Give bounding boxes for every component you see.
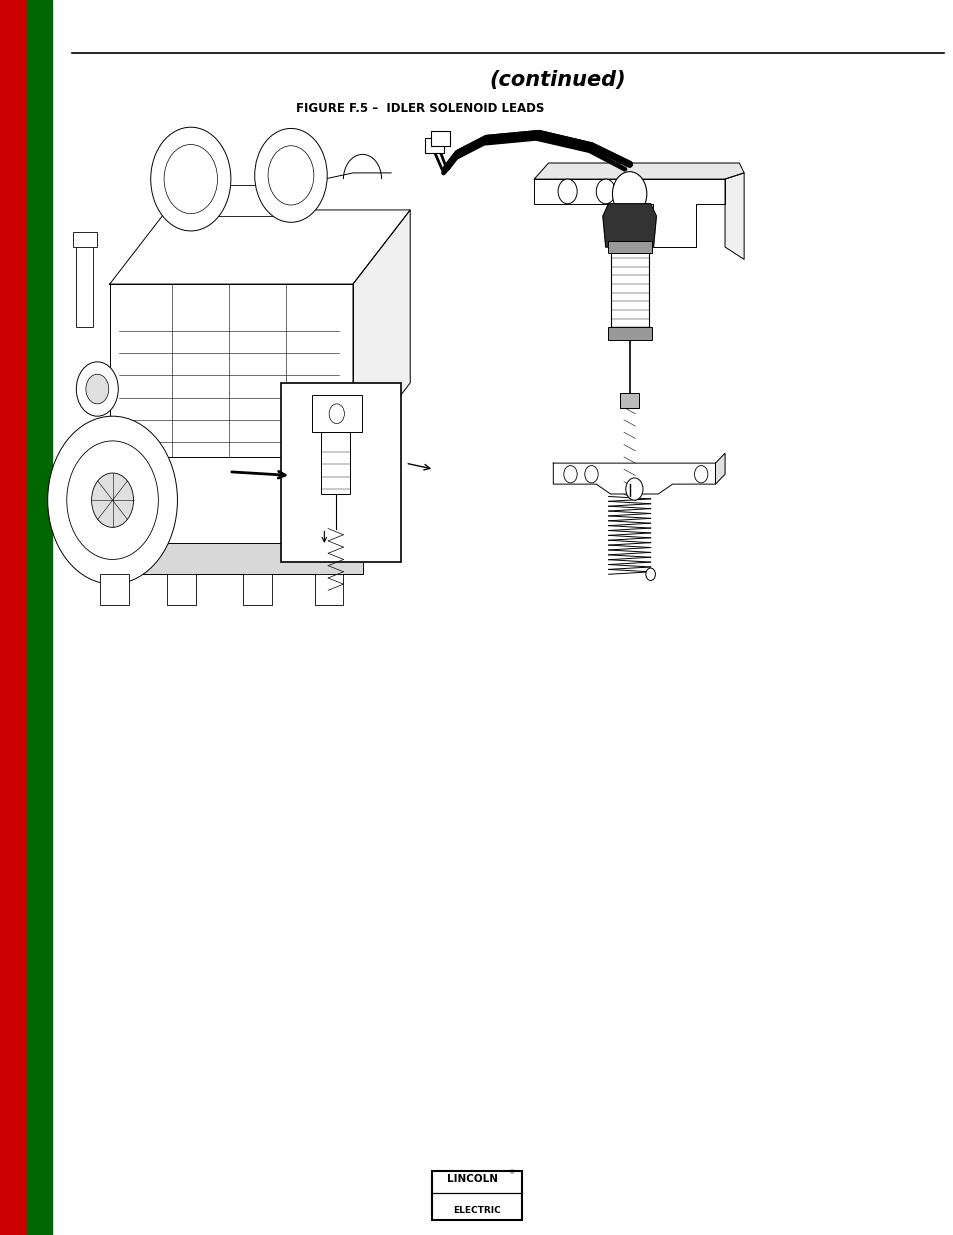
Circle shape xyxy=(558,179,577,204)
Bar xyxy=(424,138,443,153)
Polygon shape xyxy=(553,463,715,494)
Bar xyxy=(321,432,350,494)
Circle shape xyxy=(645,568,655,580)
Circle shape xyxy=(268,146,314,205)
Polygon shape xyxy=(353,210,410,457)
Bar xyxy=(76,241,93,327)
Text: (continued): (continued) xyxy=(489,70,626,90)
Bar xyxy=(314,574,343,605)
Circle shape xyxy=(612,172,646,216)
Circle shape xyxy=(329,404,344,424)
Bar xyxy=(610,247,648,333)
Bar xyxy=(431,131,450,146)
Text: ELECTRIC: ELECTRIC xyxy=(453,1205,500,1215)
Bar xyxy=(86,543,362,574)
Bar xyxy=(312,395,361,432)
Text: Return to Master TOC: Return to Master TOC xyxy=(33,479,43,583)
Bar xyxy=(619,393,639,408)
Text: ®: ® xyxy=(508,1171,514,1176)
Bar xyxy=(191,185,300,216)
Circle shape xyxy=(91,473,133,527)
Circle shape xyxy=(634,210,653,235)
Bar xyxy=(167,574,195,605)
Circle shape xyxy=(625,478,642,500)
Text: Return to Section TOC: Return to Section TOC xyxy=(9,120,18,226)
Circle shape xyxy=(76,362,118,416)
Text: Return to Section TOC: Return to Section TOC xyxy=(9,774,18,881)
Circle shape xyxy=(596,179,615,204)
Bar xyxy=(100,574,129,605)
Text: LINCOLN: LINCOLN xyxy=(446,1174,497,1184)
Text: Return to Master TOC: Return to Master TOC xyxy=(33,776,43,879)
Text: Return to Section TOC: Return to Section TOC xyxy=(9,478,18,584)
Circle shape xyxy=(67,441,158,559)
Polygon shape xyxy=(534,179,724,247)
Circle shape xyxy=(151,127,231,231)
Polygon shape xyxy=(534,163,743,179)
Text: Return to Section TOC: Return to Section TOC xyxy=(9,1058,18,1165)
Bar xyxy=(110,284,353,457)
Text: Return to Master TOC: Return to Master TOC xyxy=(33,1060,43,1163)
Bar xyxy=(72,232,97,247)
Bar xyxy=(27,0,51,1235)
Bar xyxy=(0,0,27,1235)
Polygon shape xyxy=(715,453,724,484)
Text: FIGURE F.5 –  IDLER SOLENOID LEADS: FIGURE F.5 – IDLER SOLENOID LEADS xyxy=(295,103,543,115)
Polygon shape xyxy=(724,173,743,259)
Circle shape xyxy=(694,466,707,483)
Circle shape xyxy=(48,416,177,584)
Bar xyxy=(431,1171,522,1220)
Circle shape xyxy=(584,466,598,483)
Bar xyxy=(243,574,272,605)
Polygon shape xyxy=(602,204,656,247)
Polygon shape xyxy=(110,210,410,284)
Bar xyxy=(607,241,651,253)
Circle shape xyxy=(563,466,577,483)
Circle shape xyxy=(164,144,217,214)
Bar xyxy=(607,327,651,340)
Bar xyxy=(281,383,400,562)
Circle shape xyxy=(254,128,327,222)
Text: Return to Master TOC: Return to Master TOC xyxy=(33,121,43,225)
Circle shape xyxy=(86,374,109,404)
